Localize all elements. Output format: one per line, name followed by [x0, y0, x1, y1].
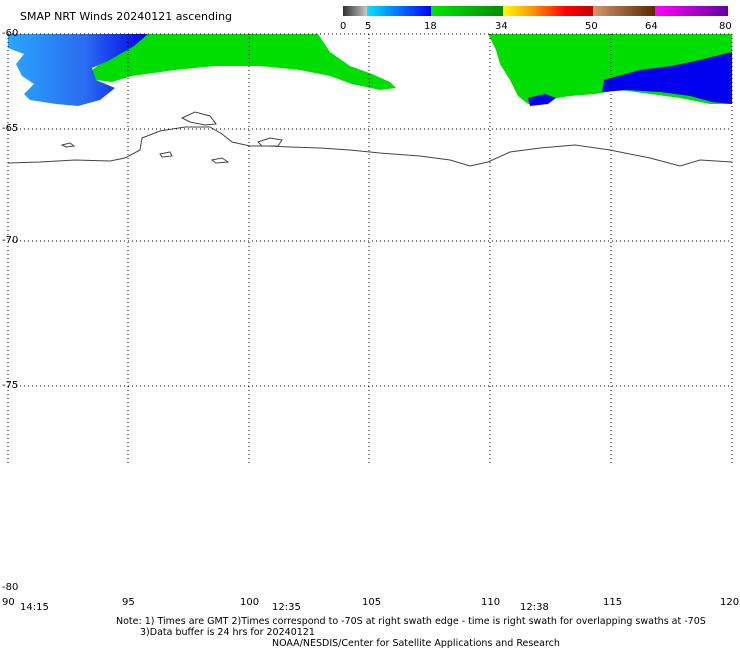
colorbar-label: 50 — [585, 21, 598, 32]
lon-label: 120 — [720, 597, 739, 608]
lon-label: 105 — [362, 597, 381, 608]
colorbar-segment — [655, 6, 728, 16]
wind-swaths — [8, 34, 732, 106]
lon-label: 95 — [122, 597, 135, 608]
footnote-line-1: Note: 1) Times are GMT 2)Times correspon… — [116, 616, 706, 627]
map-title: SMAP NRT Winds 20240121 ascending — [20, 10, 232, 23]
lon-label: 115 — [603, 597, 622, 608]
ice-shelf-outline — [180, 111, 217, 126]
colorbar-segment — [593, 6, 655, 16]
left-swath-green — [90, 34, 396, 90]
island-outline — [257, 137, 283, 147]
longitude-labels: 90 95 100 105 110 115 120 — [2, 597, 739, 608]
latitude-labels: -60 -65 -70 -75 -80 — [2, 28, 18, 593]
colorbar-label: 64 — [645, 21, 658, 32]
colorbar-segment — [503, 6, 593, 16]
lat-label: -65 — [2, 123, 18, 134]
colorbar-label: 80 — [719, 21, 732, 32]
colorbar: 0 5 18 34 50 64 80 — [340, 6, 732, 32]
right-swath-blue — [602, 52, 732, 104]
antarctic-coastline — [8, 126, 732, 167]
colorbar-segment — [431, 6, 503, 16]
lat-label: -70 — [2, 235, 18, 246]
footnote-line-2: 3)Data buffer is 24 hrs for 20240121 — [140, 627, 315, 638]
colorbar-label: 34 — [495, 21, 508, 32]
lon-label: 90 — [2, 597, 15, 608]
colorbar-label: 18 — [424, 21, 437, 32]
lat-label: -75 — [2, 380, 18, 391]
coastline — [8, 111, 732, 167]
time-label: 14:15 — [20, 602, 49, 613]
island-outline — [60, 142, 76, 148]
lat-label: -60 — [2, 28, 18, 39]
time-labels: 14:15 12:35 12:38 — [20, 602, 549, 613]
island-outline — [159, 151, 173, 158]
footnote-line-3: NOAA/NESDIS/Center for Satellite Applica… — [272, 638, 560, 649]
time-label: 12:38 — [520, 602, 549, 613]
colorbar-label: 0 — [340, 21, 346, 32]
colorbar-label: 5 — [365, 21, 371, 32]
right-swath-blue-small — [528, 94, 556, 106]
grid — [7, 33, 733, 465]
left-swath-blue — [8, 34, 148, 106]
time-label: 12:35 — [272, 602, 301, 613]
colorbar-segment — [343, 6, 367, 16]
lon-label: 100 — [240, 597, 259, 608]
island-outline — [210, 157, 230, 164]
colorbar-segment — [367, 6, 431, 16]
lat-label: -80 — [2, 582, 18, 593]
lon-label: 110 — [481, 597, 500, 608]
